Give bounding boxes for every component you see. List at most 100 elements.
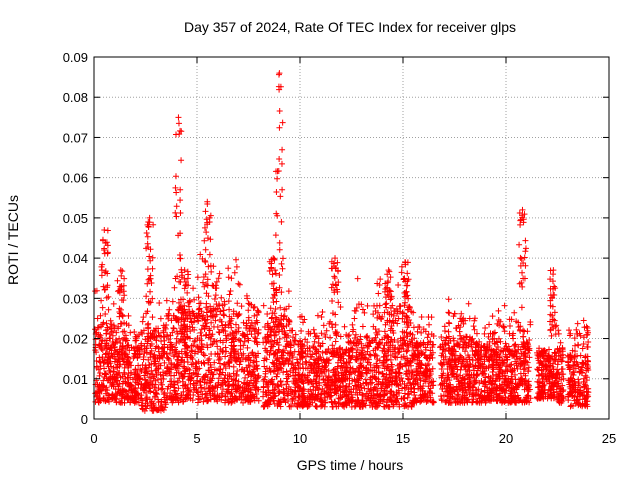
roti-point <box>203 309 210 316</box>
roti-point <box>142 403 149 410</box>
roti-point <box>102 311 109 318</box>
roti-point <box>228 275 235 282</box>
roti-point <box>106 375 113 382</box>
roti-point <box>174 390 181 397</box>
roti-point <box>105 342 112 349</box>
roti-point <box>190 319 197 326</box>
roti-point <box>218 390 225 397</box>
roti-point <box>226 306 233 313</box>
roti-point <box>114 359 121 366</box>
roti-point <box>139 361 146 368</box>
roti-point <box>160 391 167 398</box>
roti-point <box>198 360 205 367</box>
roti-point <box>138 392 145 399</box>
roti-point <box>96 372 103 379</box>
roti-point <box>175 307 182 314</box>
roti-point <box>195 294 202 301</box>
roti-point <box>195 318 202 325</box>
roti-point <box>168 343 175 350</box>
roti-point <box>182 381 189 388</box>
roti-point <box>96 342 103 349</box>
roti-point <box>107 317 114 324</box>
roti-point <box>194 314 201 321</box>
roti-point <box>209 341 216 348</box>
roti-point <box>185 373 192 380</box>
roti-point <box>150 400 157 407</box>
roti-point <box>208 319 215 326</box>
roti-point <box>229 398 236 405</box>
roti-point <box>148 340 155 347</box>
roti-point <box>180 363 187 370</box>
roti-point <box>210 263 217 270</box>
roti-point <box>225 274 232 281</box>
roti-point <box>110 300 117 307</box>
roti-point <box>213 301 220 308</box>
roti-point <box>226 319 233 326</box>
roti-point <box>123 351 130 358</box>
roti-point <box>225 378 232 385</box>
roti-point <box>225 396 232 403</box>
roti-point <box>140 383 147 390</box>
roti-point <box>217 382 224 389</box>
roti-point <box>160 369 167 376</box>
roti-point <box>212 383 219 390</box>
roti-point <box>125 354 131 361</box>
roti-point <box>226 372 233 379</box>
roti-point <box>217 308 224 315</box>
roti-point <box>194 365 201 372</box>
y-tick-label: 0.08 <box>63 90 88 105</box>
roti-point <box>175 369 182 376</box>
roti-point <box>188 343 195 350</box>
roti-point <box>230 363 237 370</box>
roti-point <box>113 371 120 378</box>
roti-point <box>197 251 204 258</box>
roti-point <box>143 365 150 372</box>
roti-point <box>130 387 137 394</box>
roti-point <box>139 318 146 325</box>
roti-point <box>174 378 181 385</box>
roti-point <box>217 337 224 344</box>
roti-point <box>171 381 178 388</box>
roti-point <box>122 332 129 339</box>
roti-point <box>225 298 232 305</box>
x-tick-label: 5 <box>193 431 200 446</box>
roti-point <box>101 373 108 380</box>
roti-point <box>119 336 126 343</box>
roti-point <box>122 338 129 345</box>
roti-point <box>219 386 226 393</box>
roti-point <box>196 300 203 307</box>
roti-point <box>189 324 196 331</box>
roti-point <box>146 387 153 394</box>
roti-point <box>121 328 128 335</box>
roti-point <box>191 338 198 345</box>
roti-point <box>103 390 110 397</box>
roti-point <box>182 394 189 401</box>
roti-point <box>208 364 215 371</box>
roti-point <box>184 354 191 361</box>
roti-point <box>96 388 103 395</box>
roti-point <box>202 373 209 380</box>
roti-point <box>139 402 146 409</box>
roti-point <box>151 384 158 391</box>
roti-point <box>116 335 123 342</box>
roti-point <box>135 362 142 369</box>
roti-point <box>195 310 202 317</box>
roti-point <box>199 391 206 398</box>
roti-point <box>163 313 170 320</box>
roti-point <box>166 306 173 313</box>
roti-point <box>142 395 149 402</box>
roti-point <box>216 329 223 336</box>
roti-point <box>214 305 221 312</box>
roti-point <box>165 315 172 322</box>
roti-point <box>230 335 237 342</box>
roti-point <box>113 329 120 336</box>
roti-point <box>213 285 220 292</box>
roti-point <box>103 320 110 327</box>
roti-point <box>205 334 212 341</box>
roti-point <box>191 313 198 320</box>
roti-point <box>175 353 182 360</box>
roti-point <box>179 398 186 405</box>
roti-point <box>171 387 178 394</box>
roti-point <box>99 347 106 354</box>
